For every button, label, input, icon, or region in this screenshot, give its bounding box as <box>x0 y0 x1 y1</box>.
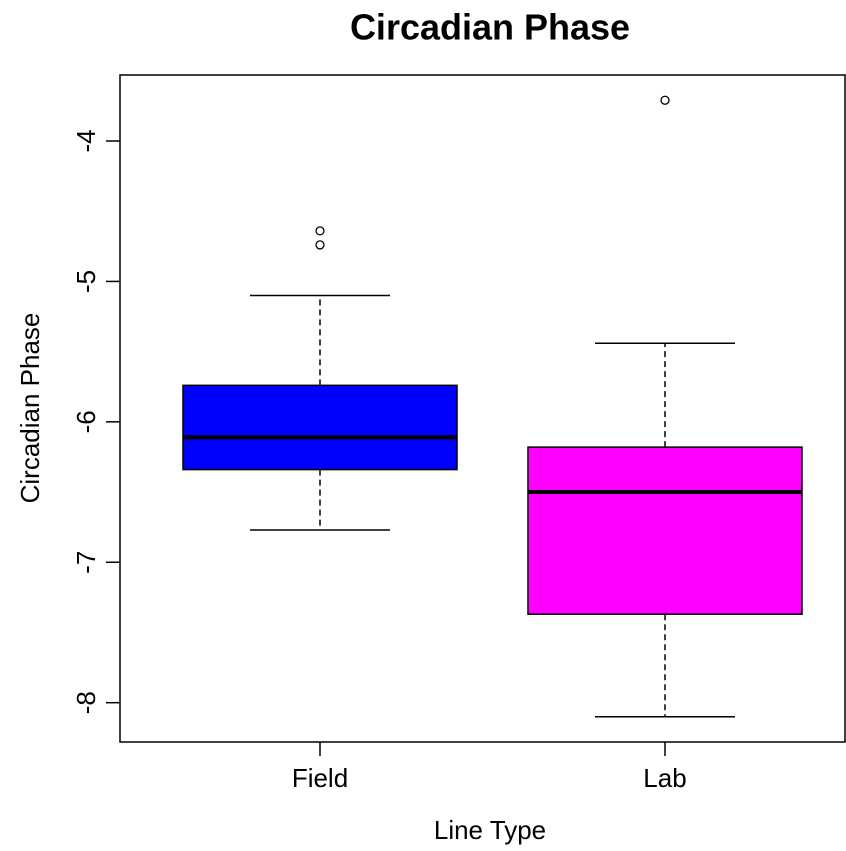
x-tick-label: Field <box>292 763 348 793</box>
x-axis-title: Line Type <box>434 815 546 845</box>
y-tick-label: -4 <box>71 129 101 152</box>
y-tick-label: -5 <box>71 270 101 293</box>
y-tick-label: -8 <box>71 691 101 714</box>
outlier <box>315 240 325 250</box>
y-tick-label: -6 <box>71 410 101 433</box>
y-tick-label: -7 <box>71 551 101 574</box>
chart-title: Circadian Phase <box>350 7 630 48</box>
x-tick-label: Lab <box>643 763 686 793</box>
box <box>182 384 458 471</box>
y-axis-title: Circadian Phase <box>15 313 45 504</box>
box <box>527 446 803 615</box>
outlier <box>315 226 325 236</box>
outlier <box>660 95 670 105</box>
plot-frame <box>119 74 846 743</box>
